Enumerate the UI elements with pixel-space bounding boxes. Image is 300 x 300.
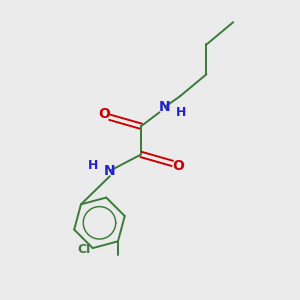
Text: N: N <box>159 100 171 114</box>
Text: H: H <box>176 106 186 119</box>
Text: O: O <box>172 159 184 173</box>
Text: O: O <box>98 107 110 121</box>
Text: H: H <box>88 159 99 172</box>
Text: Cl: Cl <box>78 243 91 256</box>
Text: N: N <box>104 164 116 178</box>
